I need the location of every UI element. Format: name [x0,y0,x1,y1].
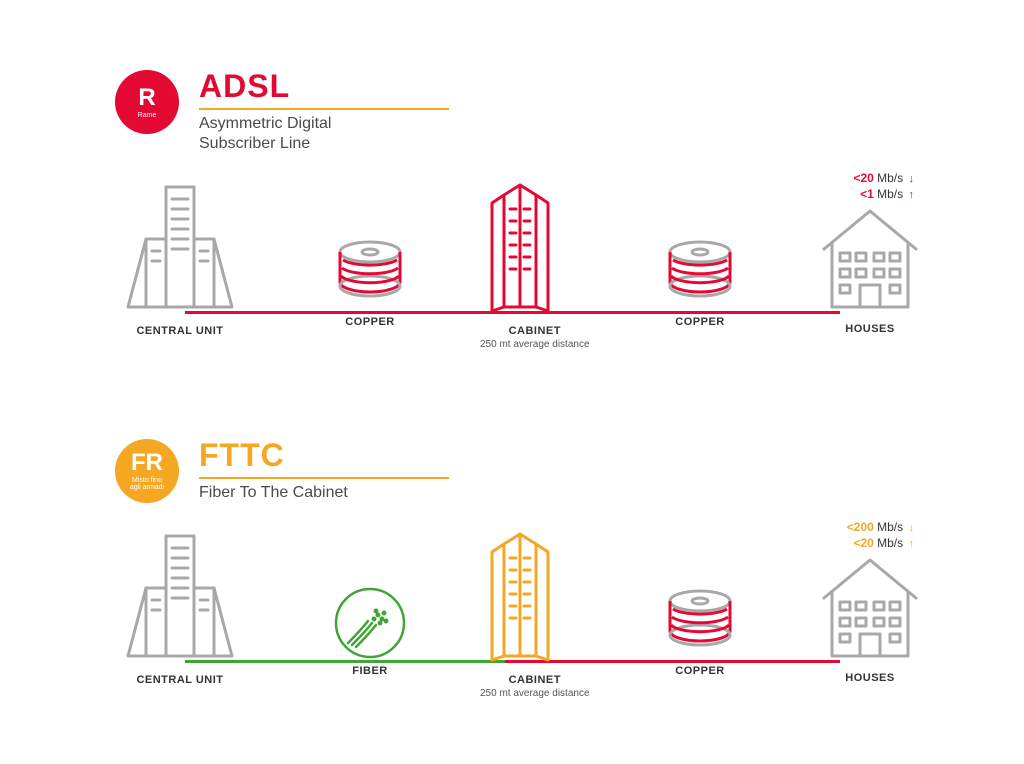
cabinet-icon [480,179,560,319]
badge-letter: FR [131,451,163,475]
cable2-label: COPPER [660,665,740,677]
badge-sub: Misto finoagli armadi [130,477,164,491]
house-label: HOUSES [810,323,930,335]
fiber-icon [330,583,410,663]
title-main: ADSL [199,70,449,102]
badge-letter: R [138,86,155,110]
section-header: R Rame ADSL Asymmetric DigitalSubscriber… [115,70,924,154]
cabinet-label: CABINET [480,674,590,686]
copper-spool-icon [660,234,740,304]
copper-spool-icon [660,583,740,653]
title-sub: Asymmetric DigitalSubscriber Line [199,114,449,154]
house-label: HOUSES [810,672,930,684]
cable2-label: COPPER [660,316,740,328]
cabinet-sub: 250 mt average distance [480,339,590,350]
title-sub: Fiber To The Cabinet [199,483,449,503]
node-house: HOUSES [810,546,930,684]
title-rule [199,477,449,479]
node-cable1: COPPER [330,234,410,328]
badge-adsl: R Rame [115,70,179,134]
node-cable2: COPPER [660,583,740,677]
cabinet-icon [480,528,560,668]
node-cabinet: CABINET 250 mt average distance [480,528,590,699]
cabinet-label: CABINET [480,325,590,337]
cable1-label: COPPER [330,316,410,328]
house-icon [810,197,930,317]
badge-sub: Rame [138,112,157,119]
copper-spool-icon [330,234,410,304]
cabinet-sub: 250 mt average distance [480,688,590,699]
central-label: CENTRAL UNIT [120,674,240,686]
node-house: HOUSES [810,197,930,335]
central-unit-icon [120,179,240,319]
section-fttc: FR Misto finoagli armadi FTTC Fiber To T… [100,439,924,728]
title-block: ADSL Asymmetric DigitalSubscriber Line [199,70,449,154]
node-cabinet: CABINET 250 mt average distance [480,179,590,350]
diagram-adsl: CENTRAL UNIT COPPER [100,179,924,379]
section-adsl: R Rame ADSL Asymmetric DigitalSubscriber… [100,70,924,379]
node-central: CENTRAL UNIT [120,179,240,337]
title-main: FTTC [199,439,449,471]
title-rule [199,108,449,110]
central-label: CENTRAL UNIT [120,325,240,337]
title-block: FTTC Fiber To The Cabinet [199,439,449,503]
central-unit-icon [120,528,240,668]
section-header: FR Misto finoagli armadi FTTC Fiber To T… [115,439,924,503]
badge-fttc: FR Misto finoagli armadi [115,439,179,503]
cable1-label: FIBER [330,665,410,677]
node-central: CENTRAL UNIT [120,528,240,686]
node-cable1: FIBER [330,583,410,677]
diagram-fttc: CENTRAL UNIT FIBER [100,528,924,728]
house-icon [810,546,930,666]
node-cable2: COPPER [660,234,740,328]
